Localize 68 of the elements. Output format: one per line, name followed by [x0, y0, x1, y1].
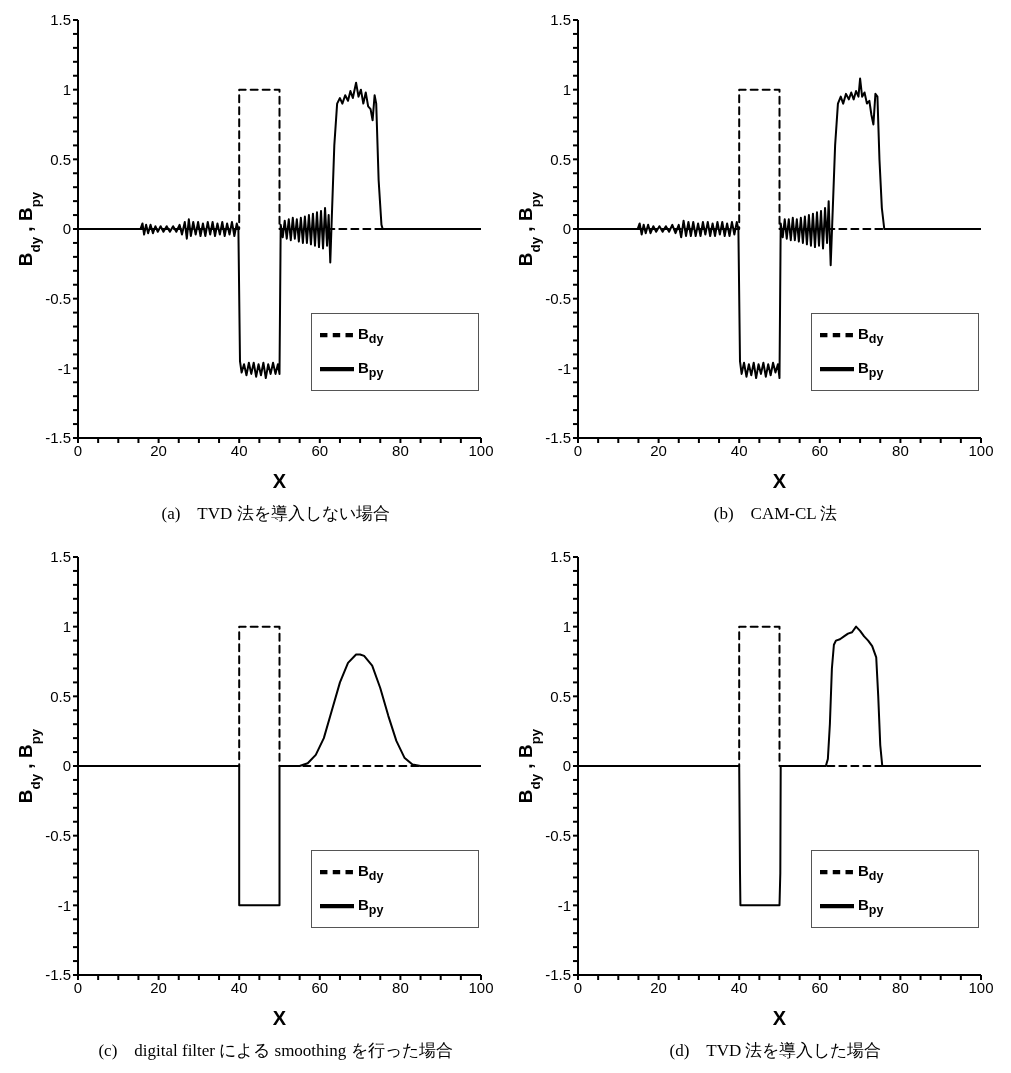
y-tick-label: -1 [557, 359, 571, 377]
x-tick-label: 40 [230, 978, 248, 996]
y-tick-label: 0.5 [550, 687, 571, 705]
y-tick-label: -1.5 [545, 966, 571, 984]
legend-label: B$_{py}$ [858, 358, 884, 380]
legend-label: B$_{dy}$ [358, 861, 384, 883]
x-tick-label: 20 [650, 441, 667, 459]
x-tick-label: 80 [892, 978, 909, 996]
x-tick-label: 0 [573, 978, 583, 996]
y-tick-label: 1 [62, 617, 71, 635]
legend-label: B$_{dy}$ [858, 324, 884, 346]
text: (b) CAM-CL 法 [712, 503, 839, 525]
x-tick-label: 60 [311, 978, 329, 996]
x-axis-title: X [772, 470, 787, 492]
x-tick-label: 100 [968, 978, 994, 996]
x-tick-label: 60 [311, 441, 329, 459]
y-tick-label: 0 [562, 757, 571, 775]
text: (c) digital filter による smoothing を行った場合 [97, 1040, 454, 1062]
y-tick-label: 1 [62, 80, 71, 98]
y-tick-label: -0.5 [545, 289, 571, 307]
y-tick-label: -1 [57, 896, 71, 914]
x-tick-label: 0 [73, 978, 83, 996]
y-tick-label: 0.5 [50, 687, 71, 705]
y-tick-label: -1.5 [45, 429, 71, 447]
x-tick-label: 100 [468, 441, 494, 459]
legend-label: B$_{py}$ [358, 895, 384, 917]
y-tick-label: 0 [62, 220, 71, 238]
legend-label: B$_{dy}$ [358, 324, 384, 346]
x-tick-label: 40 [730, 441, 748, 459]
y-tick-label: 1.5 [50, 11, 71, 29]
x-axis-title: X [272, 1007, 287, 1029]
x-tick-label: 20 [150, 441, 167, 459]
x-tick-label: 100 [968, 441, 994, 459]
x-tick-label: 60 [811, 978, 829, 996]
x-tick-label: 40 [730, 978, 748, 996]
x-axis-title: X [272, 470, 287, 492]
y-tick-label: -0.5 [45, 289, 71, 307]
x-tick-label: 80 [392, 441, 409, 459]
x-tick-label: 0 [573, 441, 583, 459]
y-tick-label: 1.5 [50, 548, 71, 566]
y-tick-label: 1.5 [550, 548, 571, 566]
x-tick-label: 80 [892, 441, 909, 459]
text: (d) TVD 法を導入した場合 [668, 1040, 883, 1062]
y-tick-label: 0.5 [50, 150, 71, 168]
legend-label: B$_{py}$ [858, 895, 884, 917]
y-tick-label: -1 [57, 359, 71, 377]
x-tick-label: 0 [73, 441, 83, 459]
x-tick-label: 20 [150, 978, 167, 996]
legend-label: B$_{dy}$ [858, 861, 884, 883]
y-tick-label: -1.5 [45, 966, 71, 984]
y-tick-label: -0.5 [45, 826, 71, 844]
x-tick-label: 80 [392, 978, 409, 996]
y-tick-label: 0 [562, 220, 571, 238]
x-tick-label: 100 [468, 978, 494, 996]
x-tick-label: 40 [230, 441, 248, 459]
legend-label: B$_{py}$ [358, 358, 384, 380]
x-tick-label: 20 [650, 978, 667, 996]
y-tick-label: 0 [62, 757, 71, 775]
x-axis-title: X [772, 1007, 787, 1029]
y-tick-label: -1 [557, 896, 571, 914]
y-tick-label: 1.5 [550, 11, 571, 29]
y-tick-label: 1 [562, 617, 571, 635]
x-tick-label: 60 [811, 441, 829, 459]
y-tick-label: 0.5 [550, 150, 571, 168]
y-tick-label: -0.5 [545, 826, 571, 844]
text: (a) TVD 法を導入しない場合 [160, 503, 391, 525]
y-tick-label: 1 [562, 80, 571, 98]
y-tick-label: -1.5 [545, 429, 571, 447]
